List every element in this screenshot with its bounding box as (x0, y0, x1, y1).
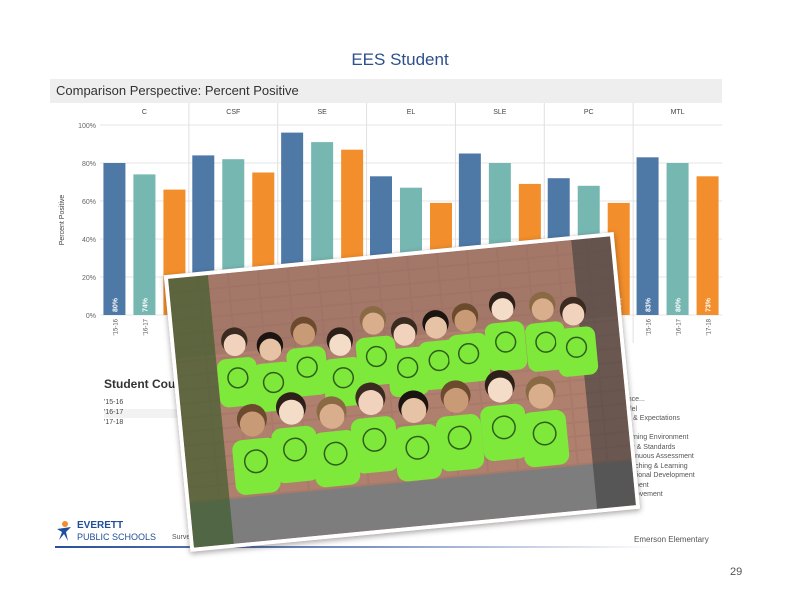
group-photo (163, 231, 641, 553)
data-label: 80% (676, 297, 683, 312)
bar (696, 176, 719, 315)
legend-list-item: ...ontinuous Assessment (618, 453, 694, 460)
legend-list-item: ...ncy & Standards (618, 443, 676, 451)
bar-chart: 0% 20% 40% 60% 80% 100% Percent Positive C 80% '1… (59, 103, 722, 343)
data-label: 83% (646, 297, 653, 312)
slide-title: EES Student (351, 50, 449, 69)
group-label: SE (317, 109, 327, 116)
legend-list-item: ...mprovement (618, 491, 663, 498)
student-count-table: Student Cou '15-16 '16-17 '17-18 (100, 373, 220, 435)
data-label: 73% (706, 297, 713, 312)
count-row: '15-16 (104, 399, 124, 406)
student-back-row (386, 317, 430, 398)
y-tick-label: 100% (78, 123, 96, 130)
pavement (189, 460, 636, 548)
y-tick-label: 60% (82, 199, 96, 206)
legend-list-item: ...odel (618, 405, 728, 415)
bush-left (168, 275, 234, 548)
logo-text-line2: PUBLIC SCHOOLS (77, 532, 157, 542)
student-front-row (520, 376, 570, 468)
student-count-title: Student Cou (104, 377, 176, 391)
legend-list-item: ...ps (618, 424, 728, 434)
y-tick-label: 80% (82, 161, 96, 168)
chart-title: Comparison Perspective: Percent Positive (56, 83, 299, 98)
x-tick-label: '15-16 (647, 318, 653, 335)
student-front-row (393, 390, 443, 482)
group-photo-image (168, 236, 636, 548)
student-front-row (350, 382, 400, 474)
count-row: '16-17 (104, 409, 204, 418)
data-label: 74% (142, 297, 149, 312)
y-tick-label: 20% (82, 275, 96, 282)
student-front-row (311, 396, 361, 488)
student-front-row (480, 370, 529, 461)
group-label: EL (407, 109, 416, 116)
count-row: '17-18 (104, 419, 124, 426)
y-axis-label: Percent Positive (59, 195, 66, 246)
logo-text-line1: EVERETT (77, 520, 124, 531)
legend-list-item: ...ds & Expectations (618, 415, 680, 422)
student-back-row (322, 327, 366, 408)
group-label: SLE (493, 109, 507, 116)
y-tick-label: 40% (82, 237, 96, 244)
person-logo-icon (57, 521, 71, 541)
legend-list-item: ...earning Environment (618, 434, 689, 441)
footer-left-text: Survey (172, 534, 194, 541)
student-back-row (355, 306, 399, 387)
footer-divider (55, 546, 655, 548)
legend-list-item: ...Teaching & Learning (618, 462, 688, 470)
group-label: MTL (671, 109, 685, 116)
x-tick-label: '16-17 (677, 318, 683, 335)
bar (666, 163, 689, 315)
page-number: 29 (730, 566, 743, 578)
legend-list-item: ...ance... (618, 396, 645, 403)
student-front-row (436, 380, 485, 472)
student-front-row (271, 392, 320, 484)
legend-list-item: ...fessional Development (618, 472, 695, 479)
chart-header: Comparison Perspective: Percent Positive (50, 79, 722, 103)
door-right (571, 236, 636, 509)
x-tick-label: '15-16 (113, 318, 119, 335)
student-back-row (484, 291, 528, 372)
bar (133, 174, 156, 315)
shadow-area (168, 236, 618, 359)
x-tick-label: '16-17 (143, 318, 149, 335)
student-back-row (555, 296, 599, 377)
y-tick-label: 0% (86, 313, 96, 320)
group-label: CSF (226, 109, 240, 116)
student-back-row (286, 316, 329, 397)
bar (636, 157, 659, 315)
bar (103, 163, 126, 315)
students-group (217, 291, 599, 495)
data-label: 80% (112, 297, 119, 312)
x-tick-label: '17-18 (707, 318, 713, 335)
group-label: C (142, 109, 147, 116)
everett-logo: EVERETT PUBLIC SCHOOLS (55, 518, 165, 546)
group-label: PC (584, 109, 594, 116)
student-front-row (232, 404, 281, 495)
student-back-row (447, 303, 491, 384)
footer-school-name: Emerson Elementary (634, 535, 709, 544)
student-back-row (217, 327, 260, 408)
